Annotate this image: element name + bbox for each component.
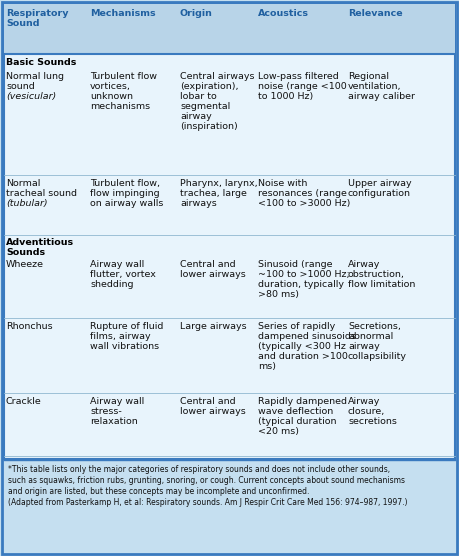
Text: Normal lung: Normal lung: [6, 72, 64, 81]
Text: Relevance: Relevance: [348, 9, 403, 18]
Text: Sound: Sound: [6, 19, 39, 28]
Text: (vesicular): (vesicular): [6, 92, 56, 101]
Text: Central and: Central and: [180, 397, 235, 406]
Text: such as squawks, friction rubs, grunting, snoring, or cough. Current concepts ab: such as squawks, friction rubs, grunting…: [8, 476, 405, 485]
Text: and duration >100: and duration >100: [258, 352, 348, 361]
Text: Low-pass filtered: Low-pass filtered: [258, 72, 339, 81]
Text: Sounds: Sounds: [6, 248, 45, 257]
Text: relaxation: relaxation: [90, 417, 138, 426]
Text: ventilation,: ventilation,: [348, 82, 402, 91]
Text: closure,: closure,: [348, 407, 385, 416]
Text: (typical duration: (typical duration: [258, 417, 336, 426]
Text: <20 ms): <20 ms): [258, 427, 299, 436]
Text: Secretions,: Secretions,: [348, 322, 401, 331]
Text: Large airways: Large airways: [180, 322, 246, 331]
Text: Airway wall: Airway wall: [90, 260, 144, 269]
Text: ms): ms): [258, 362, 276, 371]
Text: Airway: Airway: [348, 260, 381, 269]
Text: configuration: configuration: [348, 189, 411, 198]
Text: Regional: Regional: [348, 72, 389, 81]
Text: *This table lists only the major categories of respiratory sounds and does not i: *This table lists only the major categor…: [8, 465, 390, 474]
Text: Basic Sounds: Basic Sounds: [6, 58, 76, 67]
Text: Airway wall: Airway wall: [90, 397, 144, 406]
Text: >80 ms): >80 ms): [258, 290, 299, 299]
Text: vortices,: vortices,: [90, 82, 131, 91]
Text: noise (range <100: noise (range <100: [258, 82, 347, 91]
Text: abnormal: abnormal: [348, 332, 393, 341]
Text: Origin: Origin: [180, 9, 213, 18]
Text: airways: airways: [180, 199, 217, 208]
Text: lobar to: lobar to: [180, 92, 217, 101]
Text: stress-: stress-: [90, 407, 122, 416]
Text: <100 to >3000 Hz): <100 to >3000 Hz): [258, 199, 350, 208]
Text: Adventitious: Adventitious: [6, 238, 74, 247]
Text: Rupture of fluid: Rupture of fluid: [90, 322, 163, 331]
Text: Turbulent flow: Turbulent flow: [90, 72, 157, 81]
Text: Airway: Airway: [348, 397, 381, 406]
Text: wall vibrations: wall vibrations: [90, 342, 159, 351]
Text: films, airway: films, airway: [90, 332, 151, 341]
Text: Series of rapidly: Series of rapidly: [258, 322, 335, 331]
Text: Sinusoid (range: Sinusoid (range: [258, 260, 332, 269]
Text: (typically <300 Hz: (typically <300 Hz: [258, 342, 346, 351]
Text: dampened sinusoids: dampened sinusoids: [258, 332, 356, 341]
Text: to 1000 Hz): to 1000 Hz): [258, 92, 313, 101]
Text: flow impinging: flow impinging: [90, 189, 160, 198]
Text: lower airways: lower airways: [180, 407, 246, 416]
Text: sound: sound: [6, 82, 35, 91]
Text: obstruction,: obstruction,: [348, 270, 405, 279]
Text: airway: airway: [180, 112, 212, 121]
Bar: [4, 4, 455, 54]
Text: wave deflection: wave deflection: [258, 407, 333, 416]
Text: Wheeze: Wheeze: [6, 260, 44, 269]
Text: lower airways: lower airways: [180, 270, 246, 279]
Text: flow limitation: flow limitation: [348, 280, 415, 289]
Text: Crackle: Crackle: [6, 397, 42, 406]
Text: ~100 to >1000 Hz;: ~100 to >1000 Hz;: [258, 270, 350, 279]
Text: resonances (range: resonances (range: [258, 189, 347, 198]
Text: Pharynx, larynx,: Pharynx, larynx,: [180, 179, 257, 188]
Text: Acoustics: Acoustics: [258, 9, 309, 18]
Text: collapsibility: collapsibility: [348, 352, 407, 361]
Text: unknown: unknown: [90, 92, 133, 101]
Text: Noise with: Noise with: [258, 179, 308, 188]
Text: Mechanisms: Mechanisms: [90, 9, 156, 18]
Text: Upper airway: Upper airway: [348, 179, 412, 188]
Bar: [4, 4, 455, 459]
Text: on airway walls: on airway walls: [90, 199, 163, 208]
Text: Normal: Normal: [6, 179, 40, 188]
Text: and origin are listed, but these concepts may be incomplete and unconfirmed.: and origin are listed, but these concept…: [8, 487, 309, 496]
Text: Turbulent flow,: Turbulent flow,: [90, 179, 160, 188]
Text: airway caliber: airway caliber: [348, 92, 415, 101]
Text: airway: airway: [348, 342, 380, 351]
Text: (tubular): (tubular): [6, 199, 48, 208]
Text: trachea, large: trachea, large: [180, 189, 247, 198]
Text: shedding: shedding: [90, 280, 134, 289]
Text: tracheal sound: tracheal sound: [6, 189, 77, 198]
Text: mechanisms: mechanisms: [90, 102, 150, 111]
Text: Central airways: Central airways: [180, 72, 254, 81]
Bar: [4, 460, 455, 552]
Text: (Adapted from Pasterkamp H, et al: Respiratory sounds. Am J Respir Crit Care Med: (Adapted from Pasterkamp H, et al: Respi…: [8, 498, 408, 507]
Text: duration, typically: duration, typically: [258, 280, 344, 289]
Text: Rhonchus: Rhonchus: [6, 322, 53, 331]
Text: secretions: secretions: [348, 417, 397, 426]
Text: (inspiration): (inspiration): [180, 122, 238, 131]
Text: Rapidly dampened: Rapidly dampened: [258, 397, 347, 406]
Text: (expiration),: (expiration),: [180, 82, 239, 91]
Text: flutter, vortex: flutter, vortex: [90, 270, 156, 279]
Text: segmental: segmental: [180, 102, 230, 111]
Text: Respiratory: Respiratory: [6, 9, 68, 18]
Text: Central and: Central and: [180, 260, 235, 269]
